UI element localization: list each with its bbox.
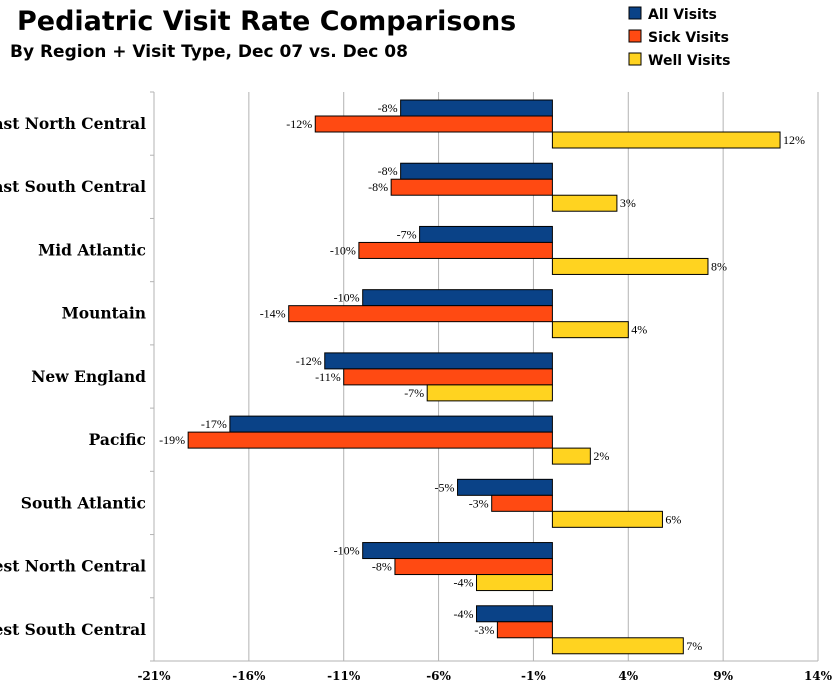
data-label-5-2: 2%	[593, 449, 609, 463]
data-label-1-1: -8%	[368, 180, 388, 194]
category-label-4: New England	[31, 367, 146, 386]
data-label-0-0: -8%	[378, 101, 398, 115]
data-label-6-1: -3%	[469, 496, 489, 510]
category-label-5: Pacific	[89, 430, 146, 449]
data-label-3-2: 4%	[631, 323, 647, 337]
bar-6-1	[491, 494, 553, 512]
bar-3-1	[288, 305, 553, 323]
bar-1-0	[400, 162, 553, 180]
bar-0-0	[400, 99, 553, 117]
bar-6-2	[551, 510, 663, 528]
legend-label-2: Well Visits	[648, 53, 730, 69]
data-label-4-2: -7%	[404, 386, 424, 400]
bar-1-1	[390, 178, 553, 196]
data-label-7-2: -4%	[454, 576, 474, 590]
bar-7-2	[476, 574, 553, 592]
x-axis-ticks: -21% -16% -11% -6% -1% 4% 9% 14%	[137, 669, 832, 683]
plot-area	[150, 91, 818, 662]
bar-2-0	[419, 225, 553, 243]
x-tick-label-1: -16%	[232, 669, 266, 683]
data-label-8-2: 7%	[686, 639, 702, 653]
bar-6-0	[457, 478, 553, 496]
data-label-5-1: -19%	[159, 433, 185, 447]
bar-1-2	[551, 194, 618, 212]
data-label-3-0: -10%	[334, 291, 360, 305]
category-label-1: East South Central	[0, 177, 146, 196]
bar-8-1	[496, 621, 553, 639]
category-label-8: West South Central	[0, 620, 146, 639]
bar-8-2	[551, 637, 684, 655]
data-label-4-1: -11%	[315, 370, 341, 384]
data-label-8-1: -3%	[474, 623, 494, 637]
bars: -8% -12% 12% -8% -8% 3% -7% -10% 8% -10% -14% 4% -12…	[159, 99, 805, 655]
bar-7-1	[394, 558, 553, 576]
data-label-6-2: 6%	[665, 512, 681, 526]
x-tick-label-5: 4%	[618, 669, 638, 683]
x-tick-label-0: -21%	[137, 669, 171, 683]
category-label-7: West North Central	[0, 557, 146, 576]
bar-2-2	[551, 257, 709, 275]
category-label-3: Mountain	[62, 304, 146, 323]
data-label-2-2: 8%	[711, 259, 727, 273]
bar-0-1	[314, 115, 553, 133]
legend-swatch-1	[628, 29, 642, 43]
x-tick-label-3: -6%	[426, 669, 451, 683]
bar-3-0	[362, 289, 553, 307]
bar-5-0	[229, 415, 553, 433]
data-label-7-0: -10%	[334, 544, 360, 558]
category-label-0: East North Central	[0, 114, 146, 133]
bar-5-1	[187, 431, 553, 449]
bar-0-2	[551, 131, 781, 149]
category-label-2: Mid Atlantic	[38, 240, 146, 259]
x-tick-label-6: 9%	[713, 669, 733, 683]
bar-4-2	[426, 384, 553, 402]
data-label-1-0: -8%	[378, 164, 398, 178]
data-label-3-1: -14%	[260, 307, 286, 321]
bar-2-1	[358, 241, 553, 259]
data-label-8-0: -4%	[454, 607, 474, 621]
x-tick-label-7: 14%	[804, 669, 833, 683]
bar-4-0	[324, 352, 553, 370]
legend: All Visits Sick Visits Well Visits	[628, 6, 730, 69]
legend-swatch-0	[628, 6, 642, 20]
data-label-0-2: 12%	[783, 133, 805, 147]
category-labels: East North Central East South Central Mid …	[0, 114, 146, 639]
legend-label-1: Sick Visits	[648, 30, 729, 46]
legend-label-0: All Visits	[648, 7, 717, 23]
x-tick-label-2: -11%	[327, 669, 361, 683]
bar-8-0	[476, 605, 553, 623]
chart-title: Pediatric Visit Rate Comparisons	[17, 6, 516, 37]
data-label-7-1: -8%	[372, 560, 392, 574]
data-label-2-1: -10%	[330, 243, 356, 257]
bar-3-2	[551, 321, 629, 339]
data-label-4-0: -12%	[296, 354, 322, 368]
chart-subtitle: By Region + Visit Type, Dec 07 vs. Dec 0…	[10, 42, 408, 62]
data-label-2-0: -7%	[397, 227, 417, 241]
legend-swatch-2	[628, 52, 642, 66]
data-label-5-0: -17%	[201, 417, 227, 431]
bar-7-0	[362, 542, 553, 560]
category-label-6: South Atlantic	[21, 493, 146, 512]
data-label-1-2: 3%	[620, 196, 636, 210]
data-label-6-0: -5%	[435, 480, 455, 494]
data-label-0-1: -12%	[286, 117, 312, 131]
bar-4-1	[343, 368, 553, 386]
x-tick-label-4: -1%	[521, 669, 546, 683]
bar-5-2	[551, 447, 591, 465]
